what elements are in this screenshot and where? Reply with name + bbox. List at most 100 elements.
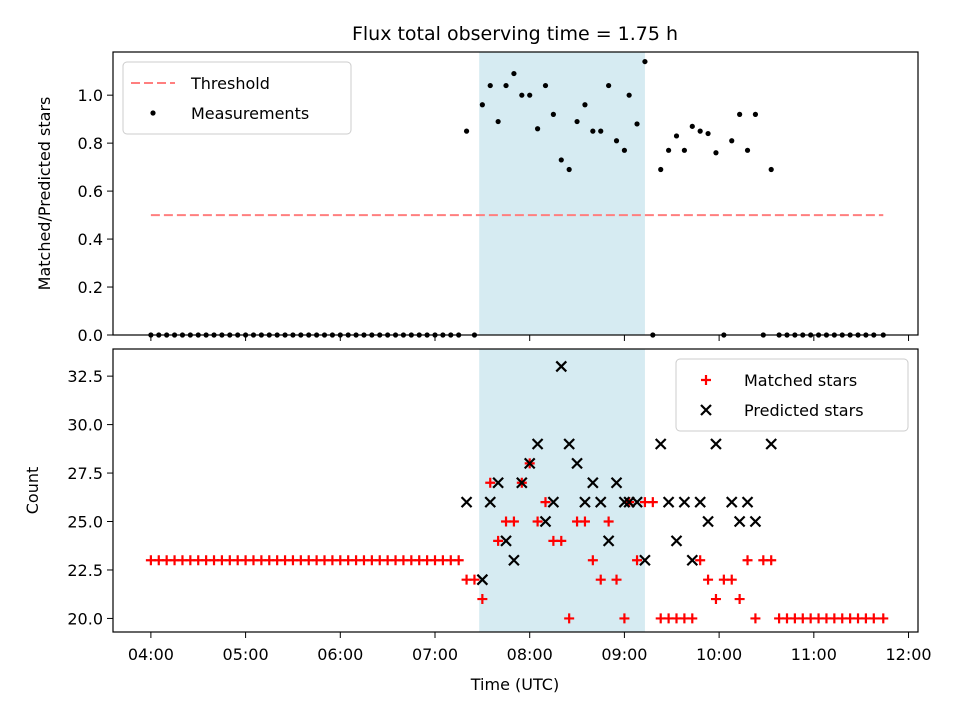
x-tick-label: 08:00 xyxy=(507,645,553,664)
measurement-point xyxy=(558,157,564,163)
predicted-star-point xyxy=(500,535,512,547)
measurement-point xyxy=(744,147,751,153)
predicted-star-point xyxy=(555,360,568,373)
matched-star-point xyxy=(703,574,714,585)
matched-star-point xyxy=(595,574,606,585)
predicted-star-point xyxy=(765,438,777,450)
measurement-point xyxy=(487,82,493,89)
measurement-point xyxy=(689,123,695,129)
predicted-star-point xyxy=(516,476,528,489)
measurement-point xyxy=(642,58,648,65)
matched-star-point xyxy=(453,555,464,566)
measurement-point xyxy=(752,111,759,117)
measurement-point xyxy=(527,92,533,98)
legend-predicted-swatch xyxy=(700,404,712,416)
legend-measurement-swatch xyxy=(150,110,156,116)
matched-star-point xyxy=(878,613,889,624)
matched-star-point xyxy=(477,594,488,605)
measurement-point xyxy=(479,102,485,108)
y-tick-label: 25.0 xyxy=(67,513,103,532)
x-tick-label: 06:00 xyxy=(317,645,363,664)
chart-title: Flux total observing time = 1.75 h xyxy=(352,23,678,45)
measurement-point xyxy=(511,70,517,77)
matched-star-point xyxy=(726,574,737,585)
panel-1: 0.0 0.2 0.4 0.6 0.8 1.0 Matched/Predicted star… xyxy=(35,51,919,345)
predicted-star-point xyxy=(678,496,691,508)
matched-star-point xyxy=(532,516,543,527)
predicted-star-point xyxy=(686,554,699,567)
matched-star-point xyxy=(540,497,551,508)
y-tick-label: 0.0 xyxy=(78,326,103,345)
predicted-star-point xyxy=(460,496,473,508)
predicted-star-point xyxy=(484,496,497,508)
matched-star-point xyxy=(579,516,590,527)
predicted-star-point xyxy=(523,457,536,470)
predicted-star-point xyxy=(618,496,631,508)
x-tick-label: 10:00 xyxy=(696,645,742,664)
measurement-point xyxy=(566,166,572,173)
predicted-star-point xyxy=(571,457,583,470)
y-axis-label: Matched/Predicted stars xyxy=(35,97,54,291)
predicted-star-point xyxy=(508,554,520,567)
y-tick-label: 32.5 xyxy=(67,367,103,386)
y-tick-label: 0.8 xyxy=(78,134,103,153)
measurement-point xyxy=(590,128,596,134)
measurement-point xyxy=(574,118,580,125)
matched-star-point xyxy=(868,613,879,624)
y-axis-label: Count xyxy=(23,467,42,515)
predicted-star-point xyxy=(531,438,544,450)
x-tick-label: 04:00 xyxy=(128,645,174,664)
matched-star-point xyxy=(556,535,567,546)
y-tick-label: 1.0 xyxy=(78,86,103,105)
x-axis-label: Time (UTC) xyxy=(470,675,559,694)
x-tick-label: 07:00 xyxy=(412,645,458,664)
matched-star-point xyxy=(750,613,761,624)
matched-star-point xyxy=(485,477,496,488)
y-tick-label: 0.4 xyxy=(78,230,103,249)
measurement-point xyxy=(550,111,556,117)
measurement-point xyxy=(666,147,672,153)
measurement-point xyxy=(582,102,588,108)
predicted-star-point xyxy=(670,535,683,547)
predicted-star-point xyxy=(654,438,667,450)
shaded-interval xyxy=(479,349,645,632)
predicted-star-point xyxy=(741,496,754,508)
measurement-point xyxy=(621,147,628,153)
measurement-point xyxy=(697,128,703,134)
y-tick-label: 30.0 xyxy=(67,416,103,435)
legend-box xyxy=(675,358,909,432)
predicted-star-point xyxy=(547,496,560,508)
y-tick-label: 0.2 xyxy=(78,278,103,297)
predicted-star-point xyxy=(710,438,722,450)
series-predicted-stars xyxy=(460,360,777,586)
x-tick-label: 09:00 xyxy=(601,645,647,664)
matched-star-point xyxy=(742,555,753,566)
predicted-star-point xyxy=(594,496,607,508)
predicted-star-point xyxy=(702,515,714,528)
axes-frame xyxy=(112,348,919,633)
measurement-point xyxy=(729,138,735,144)
measurement-point xyxy=(463,128,470,134)
measurement-point xyxy=(737,111,743,117)
measurement-point xyxy=(503,82,509,89)
series-matched-stars xyxy=(145,458,889,624)
legend: Threshold Measurements xyxy=(122,61,352,135)
matched-star-point xyxy=(611,574,622,585)
predicted-star-point xyxy=(610,476,623,489)
matched-star-point xyxy=(493,535,504,546)
measurement-point xyxy=(634,121,640,127)
predicted-star-point xyxy=(662,496,675,508)
y-tick-label: 0.6 xyxy=(78,182,103,201)
axes-frame xyxy=(112,51,919,336)
x-tick-label: 05:00 xyxy=(223,645,269,664)
measurement-point xyxy=(542,82,549,89)
measurement-point xyxy=(713,150,719,156)
measurement-point xyxy=(495,118,501,125)
predicted-star-point xyxy=(639,554,651,567)
legend: Matched stars Predicted stars xyxy=(675,358,909,432)
predicted-star-point xyxy=(587,476,599,489)
legend-matched-swatch xyxy=(701,375,711,385)
measurement-point xyxy=(768,166,774,173)
measurement-point xyxy=(705,130,711,137)
